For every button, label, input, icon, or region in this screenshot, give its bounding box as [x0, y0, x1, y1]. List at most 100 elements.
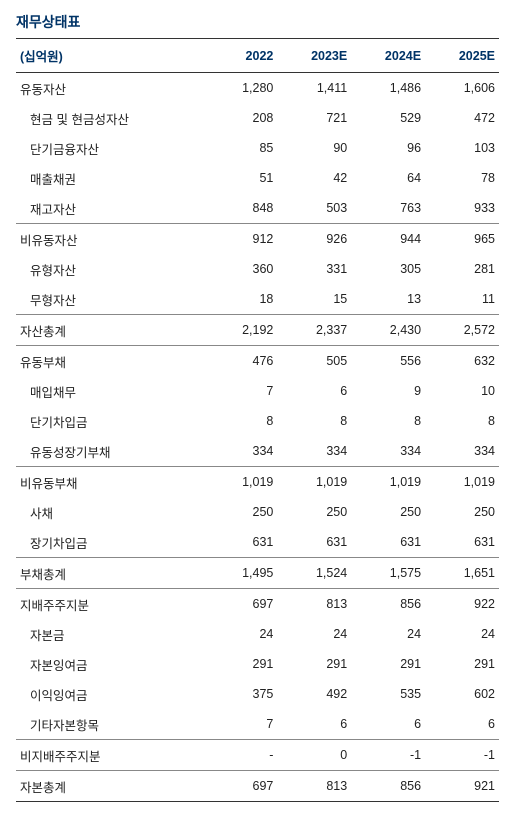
row-label: 자본잉여금	[16, 649, 212, 679]
cell-value: 334	[351, 436, 425, 467]
cell-value: 2,192	[212, 315, 278, 346]
cell-value: 813	[277, 589, 351, 620]
cell-value: 8	[425, 406, 499, 436]
cell-value: 334	[212, 436, 278, 467]
table-row: 유동성장기부채334334334334	[16, 436, 499, 467]
cell-value: 503	[277, 193, 351, 224]
table-row: 자본잉여금291291291291	[16, 649, 499, 679]
row-label: 기타자본항목	[16, 709, 212, 740]
table-row: 기타자본항목7666	[16, 709, 499, 740]
row-label: 자본총계	[16, 771, 212, 802]
cell-value: 0	[277, 740, 351, 771]
cell-value: 1,495	[212, 558, 278, 589]
cell-value: 492	[277, 679, 351, 709]
cell-value: 1,019	[425, 467, 499, 498]
cell-value: 476	[212, 346, 278, 377]
table-row: 장기차입금631631631631	[16, 527, 499, 558]
cell-value: 6	[351, 709, 425, 740]
cell-value: 632	[425, 346, 499, 377]
header-row: (십억원) 2022 2023E 2024E 2025E	[16, 39, 499, 73]
table-row: 자본총계697813856921	[16, 771, 499, 802]
table-row: 비유동자산912926944965	[16, 224, 499, 255]
cell-value: 291	[277, 649, 351, 679]
cell-value: 472	[425, 103, 499, 133]
cell-value: 1,019	[277, 467, 351, 498]
cell-value: 85	[212, 133, 278, 163]
cell-value: 11	[425, 284, 499, 315]
cell-value: 281	[425, 254, 499, 284]
cell-value: 96	[351, 133, 425, 163]
cell-value: 944	[351, 224, 425, 255]
cell-value: 331	[277, 254, 351, 284]
table-row: 비유동부채1,0191,0191,0191,019	[16, 467, 499, 498]
row-label: 비지배주주지분	[16, 740, 212, 771]
cell-value: 360	[212, 254, 278, 284]
cell-value: 90	[277, 133, 351, 163]
row-label: 현금 및 현금성자산	[16, 103, 212, 133]
cell-value: -1	[425, 740, 499, 771]
cell-value: 813	[277, 771, 351, 802]
cell-value: 921	[425, 771, 499, 802]
cell-value: 763	[351, 193, 425, 224]
cell-value: 250	[277, 497, 351, 527]
table-row: 재고자산848503763933	[16, 193, 499, 224]
row-label: 유동부채	[16, 346, 212, 377]
row-label: 사채	[16, 497, 212, 527]
cell-value: 24	[425, 619, 499, 649]
cell-value: 8	[351, 406, 425, 436]
cell-value: 250	[425, 497, 499, 527]
cell-value: 7	[212, 709, 278, 740]
cell-value: 18	[212, 284, 278, 315]
cell-value: 1,486	[351, 73, 425, 104]
cell-value: 2,572	[425, 315, 499, 346]
cell-value: 64	[351, 163, 425, 193]
cell-value: 291	[351, 649, 425, 679]
cell-value: 965	[425, 224, 499, 255]
cell-value: 42	[277, 163, 351, 193]
cell-value: 6	[425, 709, 499, 740]
row-label: 유동성장기부채	[16, 436, 212, 467]
cell-value: 7	[212, 376, 278, 406]
page-title: 재무상태표	[16, 12, 499, 32]
unit-label: (십억원)	[16, 39, 212, 73]
col-header: 2022	[212, 39, 278, 73]
table-row: 유동자산1,2801,4111,4861,606	[16, 73, 499, 104]
cell-value: 556	[351, 346, 425, 377]
cell-value: 1,524	[277, 558, 351, 589]
cell-value: 78	[425, 163, 499, 193]
row-label: 유형자산	[16, 254, 212, 284]
cell-value: 9	[351, 376, 425, 406]
cell-value: 856	[351, 771, 425, 802]
row-label: 부채총계	[16, 558, 212, 589]
row-label: 비유동자산	[16, 224, 212, 255]
row-label: 매입채무	[16, 376, 212, 406]
cell-value: 291	[212, 649, 278, 679]
table-row: 자본금24242424	[16, 619, 499, 649]
cell-value: 8	[277, 406, 351, 436]
cell-value: 375	[212, 679, 278, 709]
cell-value: 1,575	[351, 558, 425, 589]
cell-value: 856	[351, 589, 425, 620]
cell-value: 250	[212, 497, 278, 527]
row-label: 지배주주지분	[16, 589, 212, 620]
cell-value: 631	[425, 527, 499, 558]
cell-value: 631	[277, 527, 351, 558]
col-header: 2023E	[277, 39, 351, 73]
row-label: 장기차입금	[16, 527, 212, 558]
table-row: 유동부채476505556632	[16, 346, 499, 377]
row-label: 이익잉여금	[16, 679, 212, 709]
cell-value: 1,411	[277, 73, 351, 104]
cell-value: 15	[277, 284, 351, 315]
cell-value: 922	[425, 589, 499, 620]
cell-value: 291	[425, 649, 499, 679]
cell-value: 848	[212, 193, 278, 224]
row-label: 자산총계	[16, 315, 212, 346]
cell-value: 631	[351, 527, 425, 558]
table-row: 지배주주지분697813856922	[16, 589, 499, 620]
table-row: 사채250250250250	[16, 497, 499, 527]
table-row: 이익잉여금375492535602	[16, 679, 499, 709]
cell-value: -	[212, 740, 278, 771]
row-label: 비유동부채	[16, 467, 212, 498]
cell-value: 697	[212, 771, 278, 802]
row-label: 단기금융자산	[16, 133, 212, 163]
